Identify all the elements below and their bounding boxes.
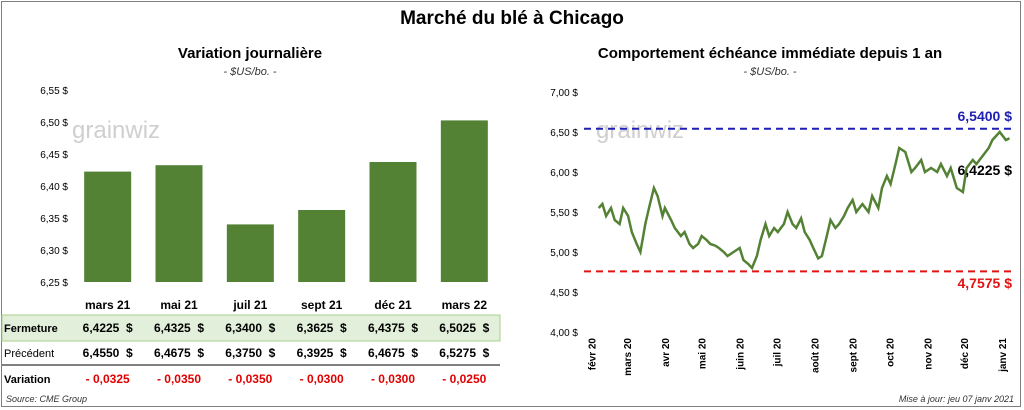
table-cell: 6,5025 $ bbox=[439, 321, 489, 335]
y-tick-label: 6,50 $ bbox=[40, 118, 68, 129]
left-panel-title: Variation journalière bbox=[177, 45, 323, 62]
high-value-label: 6,5400 $ bbox=[958, 108, 1013, 124]
table-cell: 6,4675 $ bbox=[368, 346, 418, 360]
table-row-label: Variation bbox=[4, 374, 51, 386]
table-cell: 6,4325 $ bbox=[154, 321, 204, 335]
table-cell: - 0,0325 bbox=[86, 372, 130, 386]
grainwiz-watermark-right: grainwiz bbox=[596, 117, 684, 144]
category-label: déc 21 bbox=[374, 298, 412, 312]
x-tick-label: juil 20 bbox=[773, 338, 784, 368]
bar bbox=[298, 210, 346, 282]
bar bbox=[369, 162, 417, 282]
x-tick-label: juin 20 bbox=[736, 338, 747, 371]
x-tick-label: mars 20 bbox=[623, 338, 634, 376]
right-panel-title: Comportement échéance immédiate depuis 1… bbox=[597, 45, 943, 62]
left-panel-subtitle: - $US/bo. - bbox=[223, 66, 277, 78]
bar bbox=[84, 171, 132, 282]
daily-bar-chart: grainwiz 6,25 $ 6,30 $ 6,35 $ 6,40 $ 6,45 $ 6… bbox=[40, 86, 488, 312]
y-tick-label: 7,00 $ bbox=[550, 88, 578, 99]
x-tick-label: août 20 bbox=[811, 338, 822, 373]
category-label: mars 21 bbox=[85, 298, 131, 312]
low-value-label: 4,7575 $ bbox=[958, 275, 1013, 291]
fermeture-row-background bbox=[1, 314, 501, 342]
table-cell: 6,3750 $ bbox=[225, 346, 275, 360]
page-title: Marché du blé à Chicago bbox=[400, 8, 624, 29]
table-cell: - 0,0350 bbox=[228, 372, 272, 386]
y-tick-label: 6,55 $ bbox=[40, 86, 68, 97]
update-note: Mise à jour: jeu 07 janv 2021 bbox=[898, 394, 1014, 404]
table-cell: 6,3625 $ bbox=[297, 321, 347, 335]
price-series-line bbox=[597, 130, 1011, 271]
category-label: mars 22 bbox=[442, 298, 488, 312]
y-tick-label: 6,50 $ bbox=[550, 128, 578, 139]
right-panel-subtitle: - $US/bo. - bbox=[743, 66, 797, 78]
y-tick-label: 6,35 $ bbox=[40, 214, 68, 225]
y-tick-label: 6,40 $ bbox=[40, 182, 68, 193]
category-label: sept 21 bbox=[301, 298, 343, 312]
table-cell: 6,3400 $ bbox=[225, 321, 275, 335]
bar bbox=[440, 120, 488, 283]
bar bbox=[226, 224, 274, 282]
y-tick-label: 4,00 $ bbox=[550, 328, 578, 339]
table-cell: 6,4375 $ bbox=[368, 321, 418, 335]
x-tick-label: nov 20 bbox=[923, 338, 934, 370]
y-tick-label: 6,30 $ bbox=[40, 246, 68, 257]
table-row-label: Précédent bbox=[4, 348, 54, 360]
table-cell: 6,4550 $ bbox=[83, 346, 133, 360]
source-note: Source: CME Group bbox=[6, 394, 88, 404]
last-value-label: 6,4225 $ bbox=[958, 162, 1013, 178]
y-tick-label: 5,50 $ bbox=[550, 208, 578, 219]
category-label: mai 21 bbox=[160, 298, 198, 312]
table-cell: - 0,0350 bbox=[157, 372, 201, 386]
table-cell: 6,4675 $ bbox=[154, 346, 204, 360]
table-cell: 6,4225 $ bbox=[83, 321, 133, 335]
table-row-label: Fermeture bbox=[4, 323, 58, 335]
y-tick-label: 4,50 $ bbox=[550, 288, 578, 299]
x-tick-label: oct 20 bbox=[885, 338, 896, 367]
x-tick-label: déc 20 bbox=[960, 338, 971, 370]
bar bbox=[155, 165, 203, 282]
y-tick-label: 6,00 $ bbox=[550, 168, 578, 179]
category-label: juil 21 bbox=[232, 298, 267, 312]
y-tick-label: 6,25 $ bbox=[40, 278, 68, 289]
x-tick-label: mai 20 bbox=[698, 338, 709, 370]
table-cell: - 0,0250 bbox=[442, 372, 486, 386]
price-table: Fermeture 6,4225 $ 6,4325 $ 6,3400 $ 6,3625 … bbox=[1, 314, 501, 386]
table-cell: 6,5275 $ bbox=[439, 346, 489, 360]
table-cell: - 0,0300 bbox=[371, 372, 415, 386]
x-tick-label: avr 20 bbox=[661, 338, 672, 367]
x-tick-label: sept 20 bbox=[849, 338, 860, 373]
table-cell: 6,3925 $ bbox=[297, 346, 347, 360]
y-tick-label: 5,00 $ bbox=[550, 248, 578, 259]
x-tick-label: févr 20 bbox=[587, 338, 598, 371]
y-tick-label: 6,45 $ bbox=[40, 150, 68, 161]
table-cell: - 0,0300 bbox=[300, 372, 344, 386]
grainwiz-watermark: grainwiz bbox=[72, 117, 160, 144]
front-month-line-chart: grainwiz 4,00 $ 4,50 $ 5,00 $ 5,50 $ 6,00 $ 6… bbox=[550, 88, 1013, 376]
x-tick-label: janv 21 bbox=[998, 338, 1009, 373]
